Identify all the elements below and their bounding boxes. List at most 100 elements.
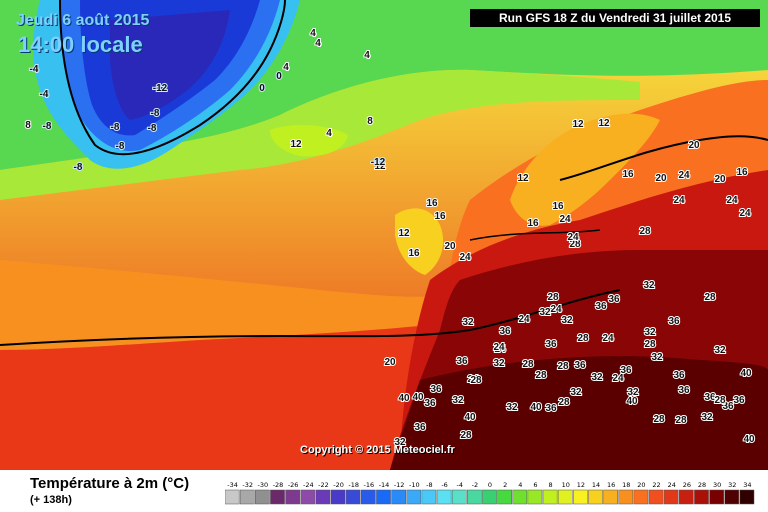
legend-subtitle: (+ 138h) <box>30 494 72 506</box>
scale-swatch <box>330 489 346 505</box>
scale-swatch <box>239 489 255 505</box>
isotherm-value-label: -8 <box>111 122 120 133</box>
isotherm-value-label: -8 <box>43 121 52 132</box>
isotherm-value-label: 8 <box>25 120 31 131</box>
band-orange <box>0 260 470 350</box>
scale-tick-label: 26 <box>683 481 691 489</box>
scale-swatch <box>406 489 422 505</box>
scale-tick-label: -6 <box>441 481 447 489</box>
band-redorange <box>0 320 470 470</box>
isotherm-value-label: 36 <box>545 403 557 414</box>
isotherm-value-label: 16 <box>622 169 634 180</box>
scale-tick-label: -18 <box>348 481 359 489</box>
isotherm-value-label: 32 <box>452 395 464 406</box>
isotherm-28 <box>559 135 768 181</box>
isotherm-value-label: 28 <box>577 333 589 344</box>
isotherm-value-label: 32 <box>701 412 713 423</box>
scale-tick-label: 12 <box>577 481 585 489</box>
scale-swatch <box>557 489 573 505</box>
isotherm-value-label: 32 <box>651 352 663 363</box>
isotherm-value-label: 20 <box>444 241 456 252</box>
scale-swatch <box>467 489 482 505</box>
isotherm-value-label: -8 <box>116 141 125 152</box>
scale-swatch <box>648 489 664 505</box>
isotherm-value-label: 36 <box>595 301 607 312</box>
scale-swatch <box>663 489 679 505</box>
isotherm-value-label: 12 <box>290 139 302 150</box>
isotherm-value-label: 32 <box>643 280 655 291</box>
scale-tick-label: -8 <box>426 481 432 489</box>
isotherm-value-label: 36 <box>608 294 620 305</box>
isotherm-value-label: 32 <box>462 317 474 328</box>
isotherm-value-label: 40 <box>743 434 755 445</box>
iceland <box>270 125 348 157</box>
scale-swatch <box>345 489 361 505</box>
isotherm-value-label: -8 <box>151 108 160 119</box>
scale-swatch <box>361 489 376 505</box>
model-run-label: Run GFS 18 Z du Vendredi 31 juillet 2015 <box>470 9 760 27</box>
scale-tick-label: -30 <box>258 481 269 489</box>
isotherm-value-label: 32 <box>561 315 573 326</box>
isotherm-value-label: 32 <box>591 372 603 383</box>
isotherm-value-label: 40 <box>740 368 752 379</box>
scale-tick-label: 34 <box>743 481 751 489</box>
scale-tick-label: -2 <box>472 481 478 489</box>
scale-swatch <box>694 489 709 505</box>
isotherm-value-label: -8 <box>148 123 157 134</box>
scale-swatch <box>315 489 331 505</box>
isotherm-value-label: 36 <box>414 422 426 433</box>
scandinavia <box>510 113 660 226</box>
sahara-dark <box>390 356 768 470</box>
isotherm-value-label: 36 <box>424 398 436 409</box>
isotherm-value-label: 28 <box>558 397 570 408</box>
isotherm-value-label: 12 <box>572 119 584 130</box>
isotherm-0 <box>59 0 286 156</box>
isotherm-value-label: 28 <box>639 226 651 237</box>
scale-swatch <box>421 489 437 505</box>
scale-swatch <box>482 489 497 505</box>
isotherm-value-label: 16 <box>527 218 539 229</box>
scale-tick-label: 16 <box>607 481 615 489</box>
isotherm-value-label: 24 <box>739 208 751 219</box>
isotherm-value-label: 28 <box>653 414 665 425</box>
scale-swatch <box>285 489 300 505</box>
isotherm-value-label: 0 <box>276 71 282 82</box>
scale-swatch <box>573 489 588 505</box>
isotherm-value-label: 28 <box>675 415 687 426</box>
isotherm-value-label: 24 <box>612 373 624 384</box>
scale-swatch <box>633 489 649 505</box>
isotherm-value-label: 28 <box>704 292 716 303</box>
isotherm-value-label: 20 <box>714 174 726 185</box>
isotherm-value-label: 24 <box>493 342 505 353</box>
scale-tick-label: -16 <box>364 481 375 489</box>
scale-swatch <box>709 489 724 505</box>
isotherm-value-label: 28 <box>569 239 581 250</box>
isotherm-20 <box>0 289 621 346</box>
isotherm-value-label: 0 <box>259 83 265 94</box>
scale-tick-label: 28 <box>698 481 706 489</box>
isotherm-value-label: 40 <box>412 392 424 403</box>
isotherm-value-label: 24 <box>726 195 738 206</box>
scale-tick-label: 4 <box>518 481 522 489</box>
scale-tick-label: 32 <box>728 481 736 489</box>
isotherm-value-label: 8 <box>367 116 373 127</box>
scale-tick-label: -12 <box>394 481 405 489</box>
forecast-date: Jeudi 6 août 2015 <box>16 12 150 29</box>
isotherm-value-label: 24 <box>602 333 614 344</box>
scale-tick-label: 24 <box>668 481 676 489</box>
isotherm-value-label: 24 <box>673 195 685 206</box>
scale-swatch <box>225 489 240 505</box>
isotherm-value-label: 16 <box>552 201 564 212</box>
isotherm-value-label: 32 <box>493 358 505 369</box>
scale-tick-label: -14 <box>379 481 390 489</box>
legend-title: Température à 2m (°C) <box>30 475 190 492</box>
isotherm-value-label: 16 <box>434 211 446 222</box>
isotherm-value-label: 32 <box>539 307 551 318</box>
scale-tick-label: 22 <box>652 481 660 489</box>
isotherm-value-label: 36 <box>733 395 745 406</box>
scale-tick-label: -32 <box>242 481 253 489</box>
scale-swatch <box>512 489 528 505</box>
